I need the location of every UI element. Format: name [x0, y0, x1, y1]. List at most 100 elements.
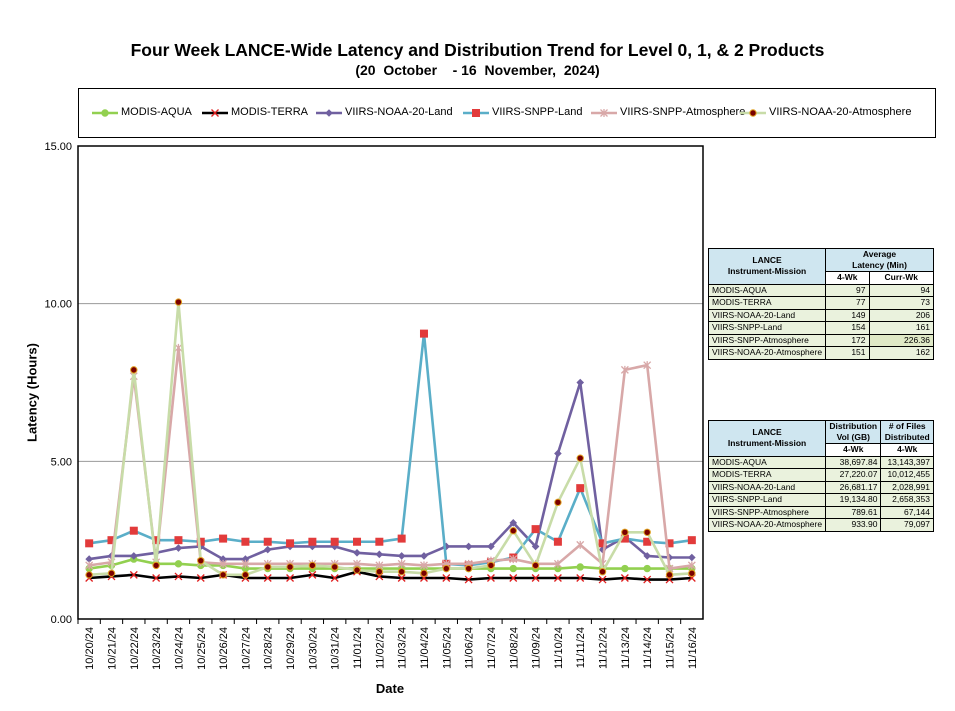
data-point [107, 569, 116, 577]
data-point [397, 574, 406, 582]
data-point [397, 568, 406, 576]
x-tick-label: 11/12/24 [598, 627, 610, 669]
dist-row-vol: 789.61 [825, 505, 882, 519]
header-text: LANCE [752, 427, 782, 438]
dist-row-files: 79,097 [880, 518, 934, 532]
data-point [643, 537, 652, 546]
data-point [620, 574, 629, 582]
y-axis-label: Latency (Hours) [24, 343, 40, 442]
series-viirs-noaa-20-atmosphere [85, 298, 696, 579]
series-line [89, 570, 692, 581]
data-point [152, 536, 161, 545]
header-text: Instrument-Mission [727, 266, 807, 277]
data-point [130, 552, 138, 560]
data-point [263, 537, 272, 546]
data-point [330, 537, 339, 546]
x-tick-label: 11/15/24 [665, 627, 677, 669]
latency-table-header-mission: LANCE Instrument-Mission [707, 248, 827, 285]
distribution-table-row: MODIS-TERRA 27,220.07 10,012,455 [707, 468, 934, 482]
data-point [219, 534, 228, 543]
dist-row-files: 13,143,397 [880, 455, 934, 469]
data-point [241, 571, 250, 579]
latency-row-currwk: 73 [868, 296, 935, 310]
x-tick-label: 10/27/24 [240, 627, 252, 670]
data-point [129, 570, 138, 579]
data-point [286, 574, 295, 582]
data-point [576, 454, 584, 462]
dist-table-header-mission: LANCE Instrument-Mission [707, 420, 827, 457]
data-point [598, 568, 607, 576]
series-line [88, 381, 692, 561]
data-point [241, 555, 250, 563]
data-point [264, 563, 272, 571]
dist-row-name: VIIRS-NOAA-20-Land [707, 480, 827, 494]
x-tick-label: 11/07/24 [486, 627, 498, 669]
data-point [419, 329, 428, 338]
legend-marker [749, 109, 757, 117]
x-tick-label: 10/26/24 [218, 627, 230, 670]
legend-marker [472, 109, 480, 117]
data-point [486, 574, 495, 582]
data-point [107, 536, 116, 545]
data-point [643, 564, 651, 573]
data-point [688, 569, 696, 577]
y-tick-label: 0.00 [51, 614, 72, 626]
dist-row-name: MODIS-AQUA [707, 455, 827, 469]
data-point [152, 561, 160, 570]
legend-label: MODIS-TERRA [231, 106, 308, 118]
data-point [375, 537, 384, 546]
data-point [688, 553, 696, 562]
latency-subheader-4wk: 4-Wk [825, 271, 870, 285]
latency-row-name: VIIRS-NOAA-20-Atmosphere [707, 346, 827, 360]
data-point [643, 528, 651, 536]
x-tick-label: 10/24/24 [173, 627, 185, 670]
x-tick-label: 10/29/24 [285, 627, 297, 670]
legend-marker [101, 109, 109, 117]
x-tick-label: 10/25/24 [196, 627, 208, 670]
data-point [509, 527, 517, 535]
distribution-table-row: VIIRS-NOAA-20-Atmosphere 933.90 79,097 [707, 518, 934, 532]
dist-row-files: 67,144 [880, 505, 934, 519]
dist-row-name: VIIRS-SNPP-Atmosphere [707, 505, 827, 519]
data-point [643, 552, 651, 560]
data-point [576, 378, 585, 387]
x-tick-label: 10/21/24 [106, 627, 118, 670]
x-tick-label: 11/09/24 [531, 627, 543, 669]
latency-row-name: MODIS-TERRA [707, 296, 827, 310]
data-point [509, 574, 518, 582]
latency-row-4wk: 151 [825, 346, 870, 360]
x-tick-label: 11/11/24 [575, 627, 587, 668]
data-point [598, 575, 607, 584]
legend-label: VIIRS-SNPP-Atmosphere [620, 106, 746, 118]
dist-row-vol: 27,220.07 [825, 468, 882, 482]
dist-subheader-files: 4-Wk [880, 443, 934, 457]
x-tick-label: 10/31/24 [330, 627, 342, 670]
dist-row-files: 10,012,455 [880, 468, 934, 482]
y-tick-label: 5.00 [51, 456, 72, 468]
distribution-table: LANCE Instrument-Mission Distribution Vo… [707, 420, 934, 532]
latency-table-row: VIIRS-NOAA-20-Atmosphere 151 162 [707, 346, 935, 360]
data-point [85, 539, 94, 548]
dist-row-vol: 933.90 [825, 518, 882, 532]
data-point [397, 552, 406, 560]
data-point [442, 564, 451, 573]
data-point [219, 559, 228, 568]
data-point [330, 563, 339, 571]
series-line [88, 557, 692, 570]
latency-table-row: VIIRS-NOAA-20-Land 149 206 [707, 308, 935, 322]
header-text: Instrument-Mission [727, 438, 807, 449]
dist-row-name: VIIRS-NOAA-20-Atmosphere [707, 518, 827, 532]
latency-row-currwk: 206 [868, 308, 935, 322]
x-tick-label: 10/30/24 [307, 627, 319, 670]
dist-row-vol: 38,697.84 [825, 455, 882, 469]
data-point [353, 566, 361, 574]
data-point [621, 528, 629, 536]
data-point [375, 550, 384, 559]
data-point [687, 561, 696, 570]
x-tick-label: 10/20/24 [84, 627, 96, 670]
latency-row-name: MODIS-AQUA [707, 283, 827, 297]
data-point [620, 365, 629, 374]
data-point [509, 519, 518, 527]
x-tick-label: 11/04/24 [419, 627, 431, 669]
chart-subtitle: (20 October - 16 November, 2024) [355, 62, 600, 78]
